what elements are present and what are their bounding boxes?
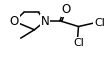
Text: O: O	[10, 15, 19, 28]
Text: Cl: Cl	[74, 38, 84, 48]
Text: O: O	[61, 3, 71, 16]
Text: N: N	[40, 15, 49, 28]
Text: Cl: Cl	[94, 18, 105, 28]
